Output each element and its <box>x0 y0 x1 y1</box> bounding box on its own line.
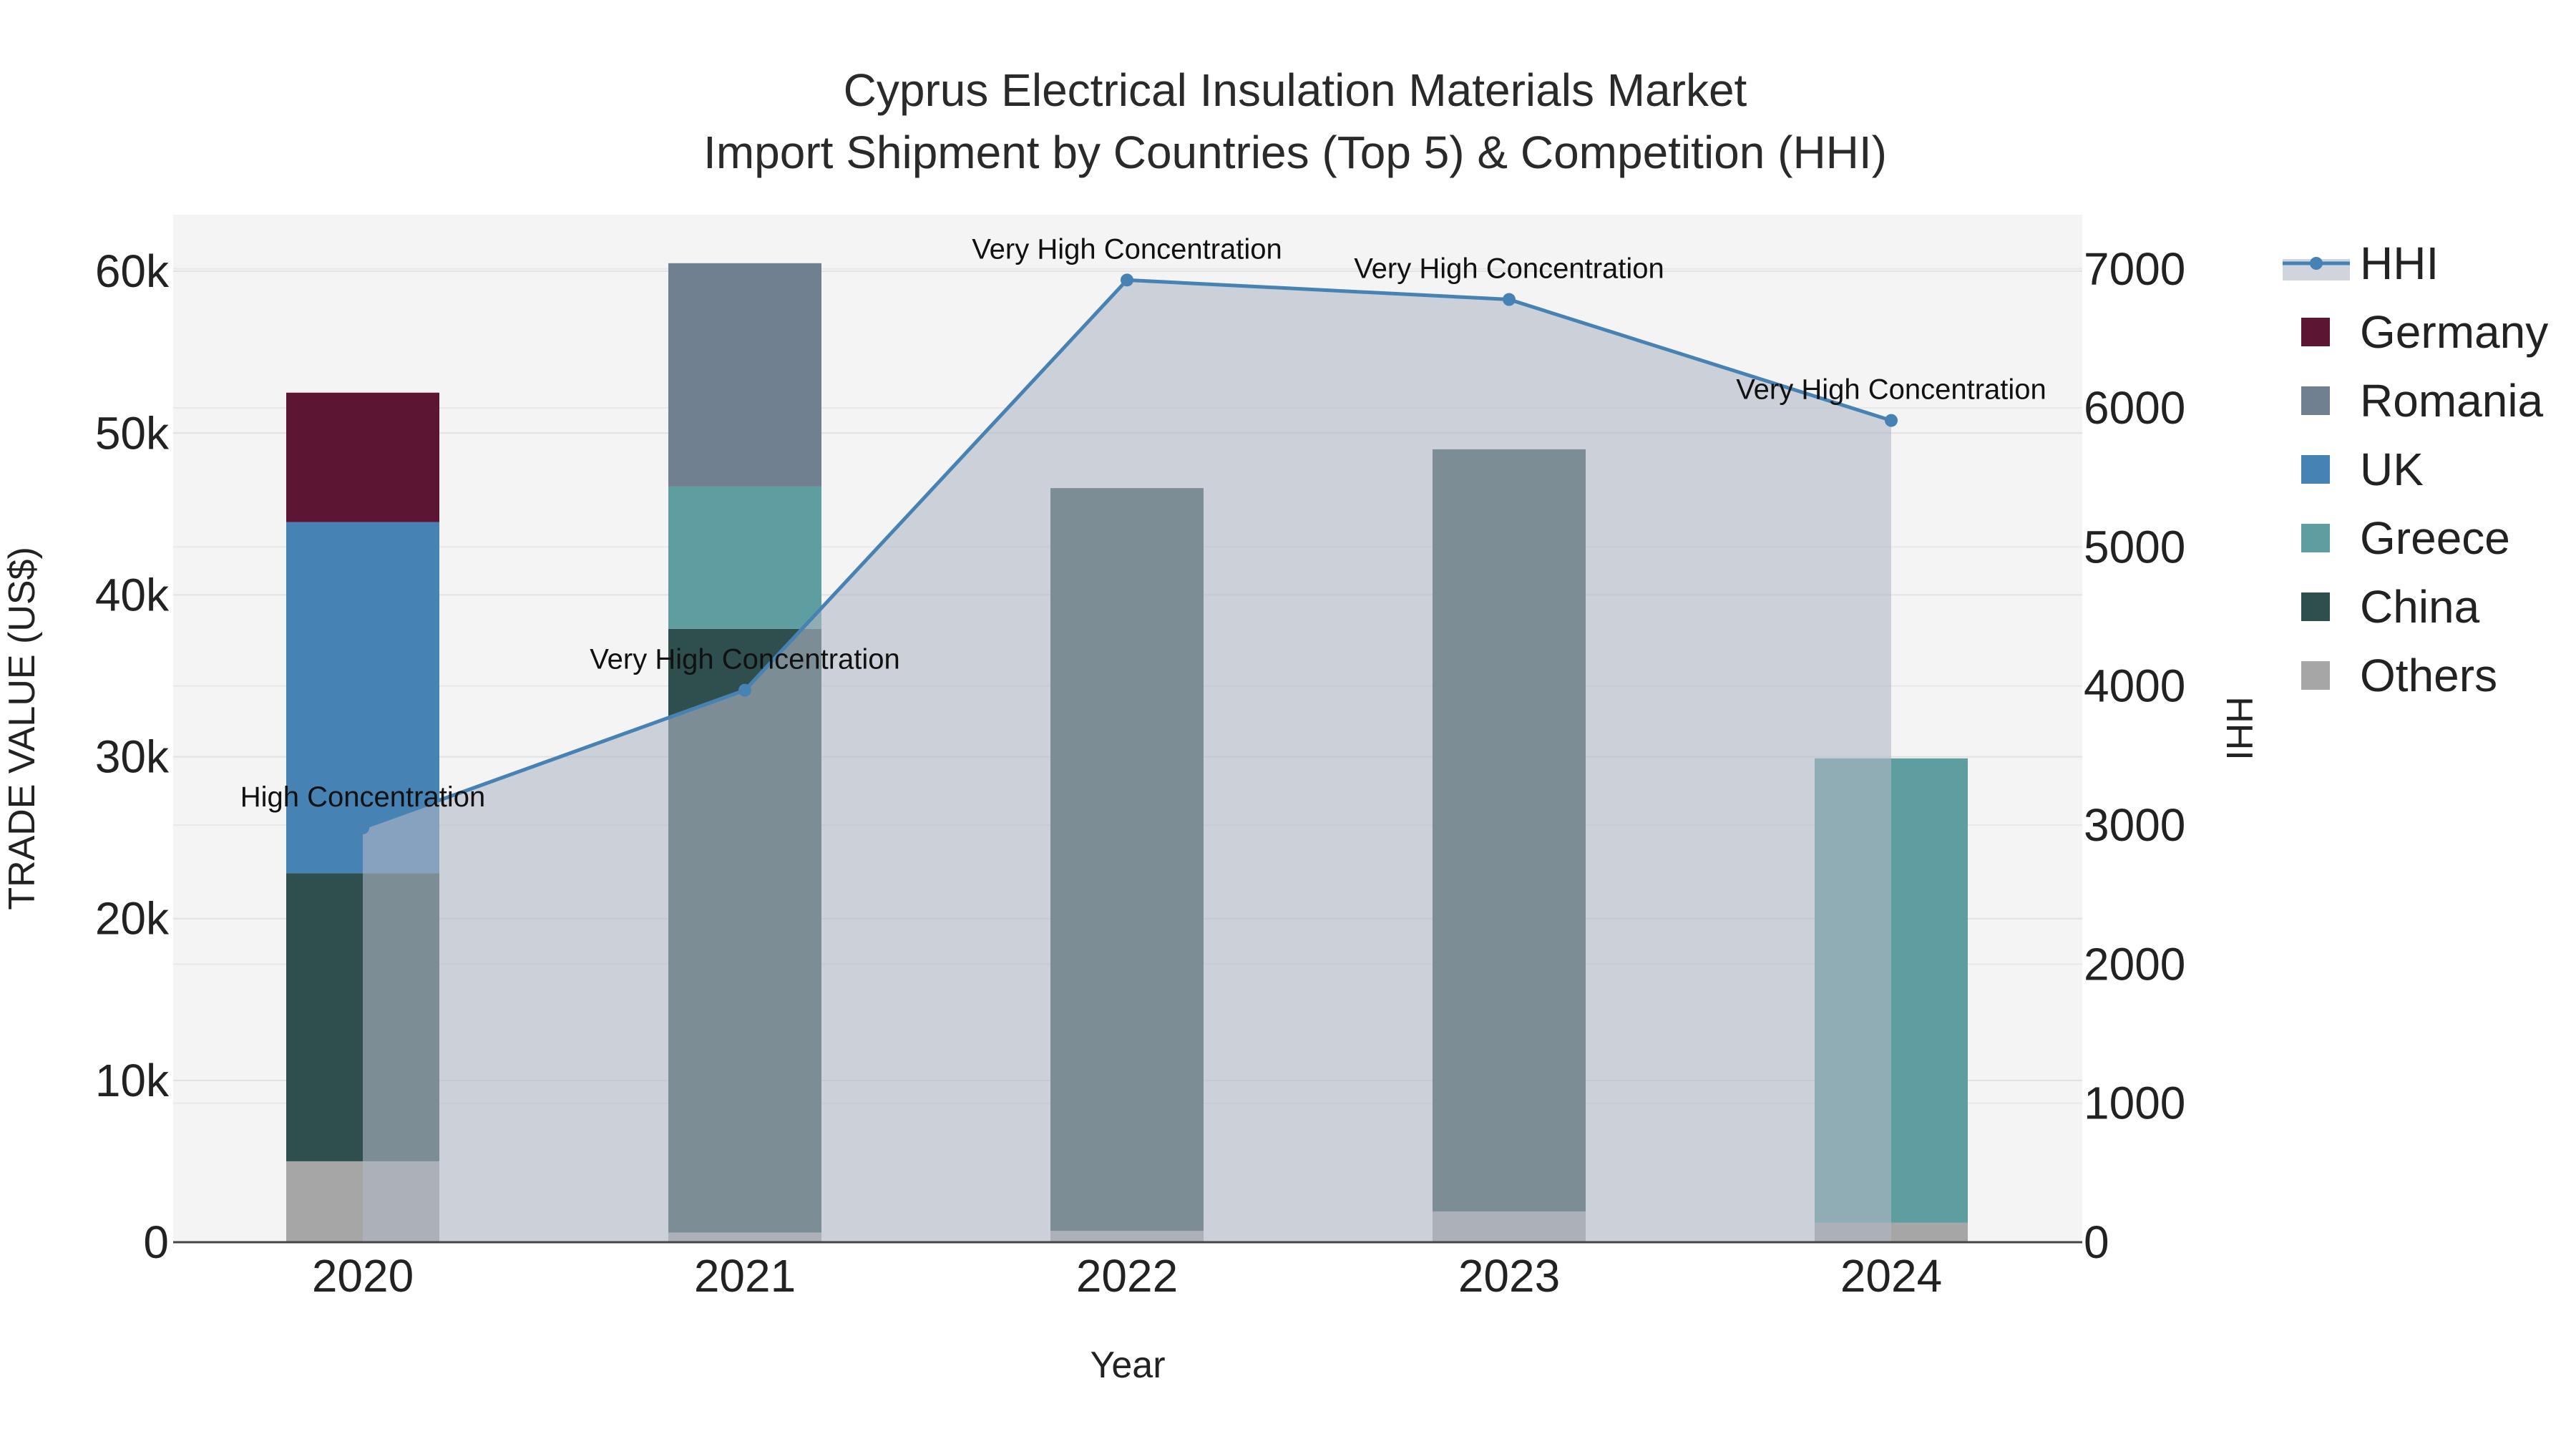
hhi-point-2021 <box>738 683 751 697</box>
legend-swatch-greece <box>2301 524 2330 552</box>
y2-tick-label-6: 6000 <box>2084 382 2185 434</box>
legend-label-germany: Germany <box>2360 306 2548 358</box>
hhi-label-2023: Very High Concentration <box>1354 253 1664 285</box>
hhi-label-2022: Very High Concentration <box>972 233 1282 265</box>
y-tick-label-4: 40k <box>95 569 170 620</box>
x-tick-label-2024: 2024 <box>1840 1250 1942 1302</box>
y2-axis-ticks: 0 1000 2000 3000 4000 5000 6000 7000 <box>2084 243 2185 1268</box>
bar-greece-2021 <box>668 486 821 629</box>
y-tick-label-1: 10k <box>95 1055 170 1106</box>
y2-tick-label-0: 0 <box>2084 1216 2109 1268</box>
hhi-layer <box>356 273 1898 1242</box>
legend-label-uk: UK <box>2360 444 2424 495</box>
y2-tick-label-1: 1000 <box>2084 1078 2185 1129</box>
legend-swatch-hhi-marker <box>2310 257 2323 270</box>
chart-title: Cyprus Electrical Insulation Materials M… <box>844 64 1747 116</box>
legend-swatch-others <box>2301 661 2330 690</box>
bar-romania-2021 <box>668 263 821 487</box>
y2-tick-label-2: 2000 <box>2084 938 2185 990</box>
legend-label-hhi: HHI <box>2360 238 2439 289</box>
hhi-label-2021: Very High Concentration <box>590 644 900 675</box>
y2-axis-title: HHI <box>2218 696 2260 761</box>
legend-swatch-germany <box>2301 318 2330 346</box>
legend-label-greece: Greece <box>2360 512 2510 564</box>
hhi-label-2024: Very High Concentration <box>1736 374 2046 406</box>
legend-swatch-uk <box>2301 455 2330 484</box>
hhi-point-2022 <box>1121 273 1133 287</box>
y2-tick-label-5: 5000 <box>2084 521 2185 572</box>
y2-tick-label-3: 3000 <box>2084 799 2185 851</box>
legend-label-china: China <box>2360 581 2480 633</box>
y-tick-label-0: 0 <box>143 1216 169 1268</box>
legend-swatch-china <box>2301 592 2330 621</box>
legend: HHI Germany Romania UK Greece China Others <box>2283 238 2548 701</box>
y-tick-label-3: 30k <box>95 731 170 783</box>
y-axis-ticks: 0 10k 20k 30k 40k 50k 60k <box>95 245 170 1268</box>
bar-germany-2020 <box>286 392 439 522</box>
hhi-area <box>363 280 1891 1242</box>
x-tick-label-2021: 2021 <box>694 1250 796 1302</box>
legend-label-romania: Romania <box>2360 375 2544 426</box>
hhi-point-2020 <box>356 821 369 834</box>
hhi-label-2020: High Concentration <box>240 781 485 813</box>
y-tick-label-5: 50k <box>95 407 170 459</box>
x-axis-title: Year <box>1090 1345 1165 1386</box>
x-tick-label-2020: 2020 <box>312 1250 414 1302</box>
legend-swatch-romania <box>2301 386 2330 415</box>
legend-label-others: Others <box>2360 650 2497 701</box>
y2-tick-label-7: 7000 <box>2084 243 2185 295</box>
y2-tick-label-4: 4000 <box>2084 660 2185 712</box>
y-tick-label-2: 20k <box>95 893 170 945</box>
x-axis-ticks: 2020 2021 2022 2023 2024 <box>312 1250 1942 1302</box>
y-tick-label-6: 60k <box>95 245 170 297</box>
y-axis-title: TRADE VALUE (US$) <box>1 547 43 910</box>
x-tick-label-2023: 2023 <box>1458 1250 1560 1302</box>
hhi-annotations: High Concentration Very High Concentratio… <box>240 233 2046 813</box>
hhi-point-2023 <box>1503 293 1516 306</box>
chart-subtitle: Import Shipment by Countries (Top 5) & C… <box>703 127 1887 178</box>
hhi-point-2024 <box>1885 414 1898 427</box>
x-tick-label-2022: 2022 <box>1076 1250 1178 1302</box>
